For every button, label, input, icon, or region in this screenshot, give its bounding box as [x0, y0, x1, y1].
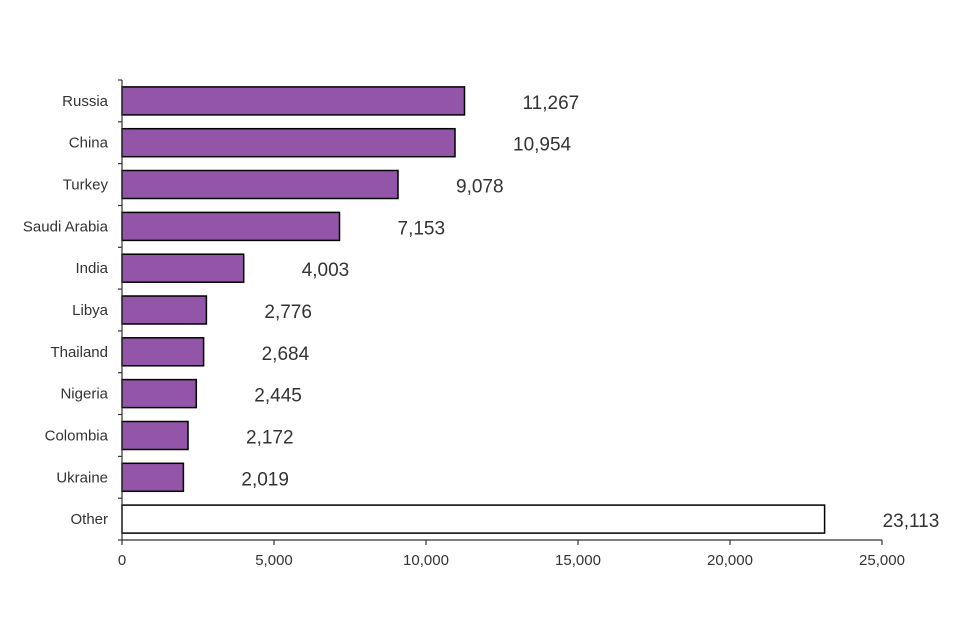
- value-label-colombia: 2,172: [246, 428, 294, 449]
- category-label-nigeria: Nigeria: [60, 386, 108, 403]
- value-label-india: 4,003: [302, 260, 350, 281]
- value-label-ukraine: 2,019: [241, 469, 289, 490]
- bar-thailand: [121, 337, 205, 367]
- value-label-saudi-arabia: 7,153: [398, 218, 446, 239]
- category-label-libya: Libya: [72, 302, 109, 319]
- x-axis: 0 5,000 10,000 15,000 20,000 25,000: [118, 539, 905, 569]
- value-label-libya: 2,776: [264, 302, 312, 323]
- y-axis: Russia China Turkey Saudi Arabia India Libya T…: [23, 79, 123, 541]
- bar-turkey: [121, 169, 399, 200]
- x-tick-label: 5,000: [255, 552, 293, 569]
- x-tick-label: 0: [118, 552, 126, 569]
- category-label-thailand: Thailand: [50, 344, 108, 361]
- x-tick-label: 15,000: [555, 552, 601, 569]
- value-label-turkey: 9,078: [456, 177, 504, 198]
- bars-group: 11,267 10,954 9,078 7,153 4,003 2,776 2,684 2,4…: [121, 86, 940, 534]
- bar-nigeria: [121, 378, 198, 409]
- x-tick-label: 25,000: [859, 552, 905, 569]
- x-tick-label: 10,000: [403, 552, 449, 569]
- bar-other: [121, 504, 826, 534]
- bar-china: [121, 127, 456, 158]
- category-label-russia: Russia: [62, 93, 109, 110]
- category-label-china: China: [69, 135, 109, 152]
- value-label-other: 23,113: [883, 511, 940, 532]
- category-label-saudi-arabia: Saudi Arabia: [23, 218, 109, 235]
- bar-india: [121, 253, 245, 283]
- bar-colombia: [121, 420, 189, 451]
- category-label-other: Other: [70, 511, 108, 528]
- value-label-nigeria: 2,445: [254, 386, 302, 407]
- category-label-colombia: Colombia: [45, 428, 109, 445]
- bar-ukraine: [121, 462, 185, 493]
- value-label-china: 10,954: [513, 135, 572, 156]
- bar-saudi-arabia: [121, 211, 341, 242]
- bar-libya: [121, 295, 208, 325]
- x-tick-label: 20,000: [707, 552, 753, 569]
- category-label-india: India: [75, 260, 108, 277]
- value-label-russia: 11,267: [523, 93, 580, 114]
- bar-russia: [121, 86, 466, 116]
- category-label-ukraine: Ukraine: [56, 469, 108, 486]
- category-label-turkey: Turkey: [63, 177, 109, 194]
- value-label-thailand: 2,684: [262, 344, 310, 365]
